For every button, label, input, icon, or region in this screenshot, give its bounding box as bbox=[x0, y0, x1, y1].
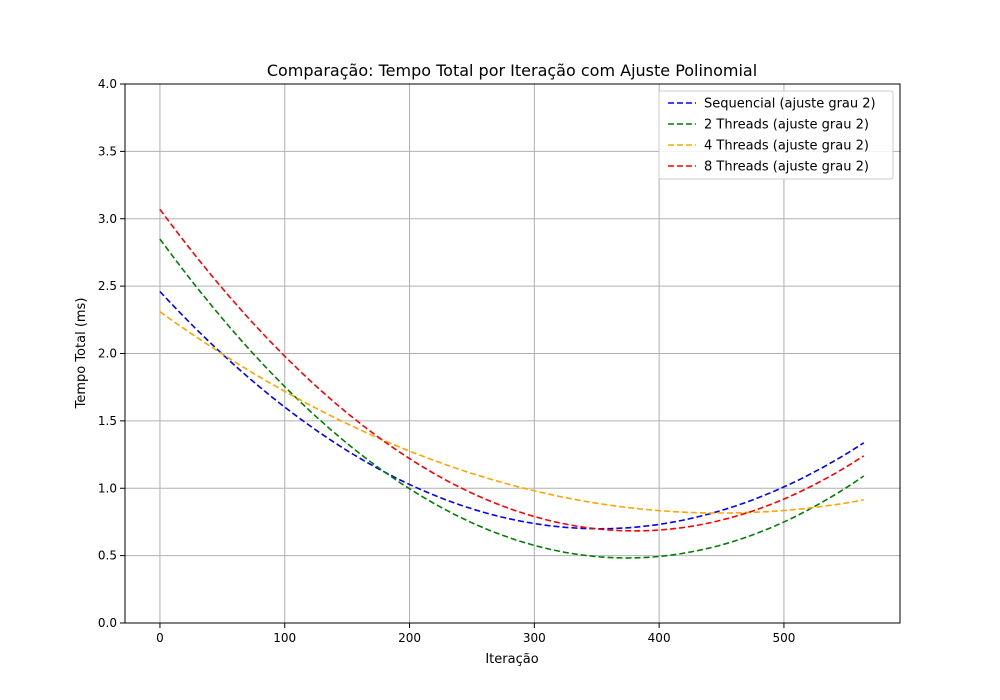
x-tick-label: 0 bbox=[156, 631, 164, 645]
y-tick-label: 3.5 bbox=[98, 144, 117, 158]
x-tick-label: 100 bbox=[273, 631, 296, 645]
y-tick-label: 4.0 bbox=[98, 77, 117, 91]
legend-label: 8 Threads (ajuste grau 2) bbox=[704, 160, 869, 175]
x-tick-label: 300 bbox=[523, 631, 546, 645]
legend-box bbox=[658, 90, 894, 180]
y-tick-label: 0.5 bbox=[98, 549, 117, 563]
legend-label: 4 Threads (ajuste grau 2) bbox=[704, 139, 869, 154]
y-tick-label: 0.0 bbox=[98, 616, 117, 630]
ticks: 0 100 200 300 400 500 0.0 0.5 1.0 1.5 2.0 2.5 3.0 3.5… bbox=[98, 77, 795, 645]
series-line bbox=[159, 238, 865, 559]
series-line bbox=[159, 208, 865, 532]
legend-label: 2 Threads (ajuste grau 2) bbox=[704, 118, 869, 133]
x-tick-label: 500 bbox=[772, 631, 795, 645]
legend-label: Sequencial (ajuste grau 2) bbox=[704, 97, 876, 112]
legend: Sequencial (ajuste grau 2) 2 Threads (aju… bbox=[658, 90, 894, 180]
x-tick-label: 400 bbox=[648, 631, 671, 645]
series-line bbox=[159, 311, 864, 514]
y-tick-label: 1.0 bbox=[98, 481, 117, 495]
y-tick-label: 2.5 bbox=[98, 279, 117, 293]
x-tick-label: 200 bbox=[398, 631, 421, 645]
y-tick-label: 2.0 bbox=[98, 347, 117, 361]
series-line bbox=[159, 290, 865, 530]
series-group bbox=[159, 208, 865, 559]
y-tick-label: 3.0 bbox=[98, 212, 117, 226]
x-axis-label: Iteração bbox=[485, 652, 538, 667]
y-axis-label: Tempo Total (ms) bbox=[74, 298, 89, 410]
y-tick-label: 1.5 bbox=[98, 414, 117, 428]
chart-title: Comparação: Tempo Total por Iteração com… bbox=[267, 61, 757, 80]
